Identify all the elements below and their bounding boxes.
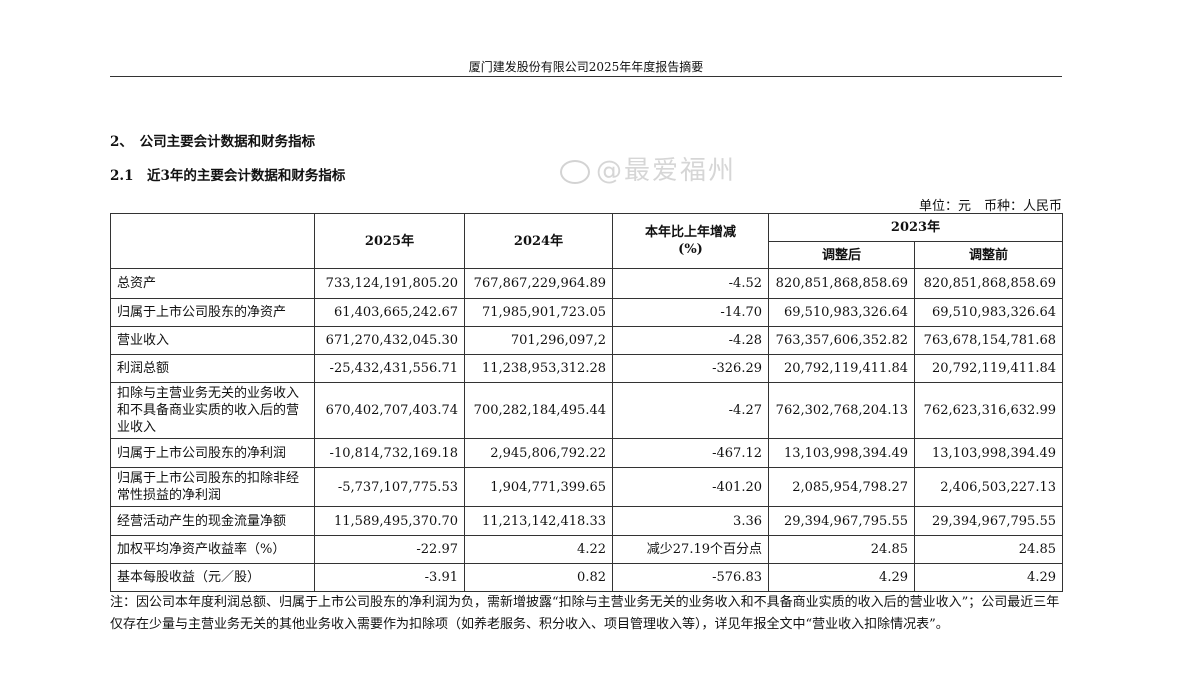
value-2025: 671,270,432,045.30 — [314, 326, 465, 355]
value-change: -4.52 — [612, 268, 769, 299]
value-2023-before: 762,623,316,632.99 — [914, 382, 1063, 439]
value-2025: 670,402,707,403.74 — [314, 382, 465, 439]
value-change: -467.12 — [612, 438, 769, 468]
value-2024: 4.22 — [464, 535, 613, 564]
value-2024: 767,867,229,964.89 — [464, 268, 613, 299]
row-label: 归属于上市公司股东的净利润 — [110, 438, 315, 468]
table-row: 扣除与主营业务无关的业务收入和不具备商业实质的收入后的营业收入 670,402,7… — [110, 382, 1063, 439]
value-2025: 733,124,191,805.20 — [314, 268, 465, 299]
value-2023-adjusted: 763,357,606,352.82 — [768, 326, 915, 355]
table-row: 利润总额 -25,432,431,556.71 11,238,953,312.28-… — [110, 354, 1063, 383]
value-2025: -22.97 — [314, 535, 465, 564]
unit-label: 单位：元 币种：人民币 — [918, 199, 1062, 214]
value-2023-before: 2,406,503,227.13 — [914, 467, 1063, 507]
value-2025: 11,589,495,370.70 — [314, 506, 465, 536]
value-2024: 0.82 — [464, 563, 613, 592]
watermark: @最爱福州 — [560, 150, 736, 187]
row-label: 归属于上市公司股东的净资产 — [110, 298, 315, 327]
value-2023-before: 69,510,983,326.64 — [914, 298, 1063, 327]
value-2025: -10,814,732,169.18 — [314, 438, 465, 468]
value-2023-adjusted: 29,394,967,795.55 — [768, 506, 915, 536]
row-label: 归属于上市公司股东的扣除非经常性损益的净利润 — [110, 467, 315, 507]
value-2023-adjusted: 69,510,983,326.64 — [768, 298, 915, 327]
value-2024: 701,296,097,2 — [464, 326, 613, 355]
value-2023-before: 20,792,119,411.84 — [914, 354, 1063, 383]
table-row: 基本每股收益（元／股） -3.91 0.82 -576.83 4.29 4.29 — [110, 563, 1063, 592]
subsection-heading: 2.1 近3年的主要会计数据和财务指标 — [110, 168, 346, 184]
value-2024: 71,985,901,723.05 — [464, 298, 613, 327]
value-2024: 11,213,142,418.33 — [464, 506, 613, 536]
value-change: 3.36 — [612, 506, 769, 536]
table-row: 营业收入 671,270,432,045.30 701,296,097,2 -4.28… — [110, 326, 1063, 355]
header-divider — [110, 76, 1062, 77]
col-adjusted: 调整后 — [768, 241, 915, 269]
table-row: 归属于上市公司股东的净资产 61,403,665,242.67 71,985,901… — [110, 298, 1063, 327]
value-2023-adjusted: 13,103,998,394.49 — [768, 438, 915, 468]
table-row: 归属于上市公司股东的净利润 -10,814,732,169.18 2,945,806… — [110, 438, 1063, 468]
value-2023-before: 4.29 — [914, 563, 1063, 592]
value-2025: -25,432,431,556.71 — [314, 354, 465, 383]
value-2025: 61,403,665,242.67 — [314, 298, 465, 327]
value-2023-before: 29,394,967,795.55 — [914, 506, 1063, 536]
value-2023-before: 13,103,998,394.49 — [914, 438, 1063, 468]
col-2024: 2024年 — [464, 213, 613, 269]
col-2025: 2025年 — [314, 213, 465, 269]
watermark-text: @最爱福州 — [596, 156, 737, 186]
weibo-logo-icon — [560, 159, 590, 184]
page-header: 厦门建发股份有限公司2025年年度报告摘要 — [468, 60, 704, 74]
value-2023-before: 24.85 — [914, 535, 1063, 564]
table-row: 归属于上市公司股东的扣除非经常性损益的净利润 -5,737,107,775.53 1… — [110, 467, 1063, 507]
value-change: -576.83 — [612, 563, 769, 592]
value-2023-adjusted: 20,792,119,411.84 — [768, 354, 915, 383]
value-2023-adjusted: 2,085,954,798.27 — [768, 467, 915, 507]
value-change: -14.70 — [612, 298, 769, 327]
col-change: 本年比上年增减(%) — [612, 213, 769, 269]
value-change: -326.29 — [612, 354, 769, 383]
row-label: 基本每股收益（元／股） — [110, 563, 315, 592]
financial-table: 2025年 2024年 本年比上年增减(%) 2023年 调整后 调整前 总资产… — [110, 213, 1063, 592]
value-2023-adjusted: 4.29 — [768, 563, 915, 592]
value-2025: -3.91 — [314, 563, 465, 592]
table-row: 经营活动产生的现金流量净额 11,589,495,370.70 11,213,142… — [110, 506, 1063, 536]
section-heading: 2、 公司主要会计数据和财务指标 — [110, 134, 316, 150]
col-before: 调整前 — [914, 241, 1063, 269]
value-2025: -5,737,107,775.53 — [314, 467, 465, 507]
header-blank — [110, 213, 315, 269]
col-2023: 2023年 — [768, 213, 1063, 242]
row-label: 扣除与主营业务无关的业务收入和不具备商业实质的收入后的营业收入 — [110, 382, 315, 439]
value-2024: 11,238,953,312.28 — [464, 354, 613, 383]
value-2023-adjusted: 762,302,768,204.13 — [768, 382, 915, 439]
value-2023-before: 763,678,154,781.68 — [914, 326, 1063, 355]
value-change: 减少27.19个百分点 — [612, 535, 769, 564]
row-label: 营业收入 — [110, 326, 315, 355]
row-label: 利润总额 — [110, 354, 315, 383]
row-label: 加权平均净资产收益率（%） — [110, 535, 315, 564]
value-change: -401.20 — [612, 467, 769, 507]
value-2023-before: 820,851,868,858.69 — [914, 268, 1063, 299]
table-row: 加权平均净资产收益率（%） -22.97 4.22 减少27.19个百分点 24.85 2… — [110, 535, 1063, 564]
value-2024: 700,282,184,495.44 — [464, 382, 613, 439]
value-2024: 2,945,806,792.22 — [464, 438, 613, 468]
value-2023-adjusted: 24.85 — [768, 535, 915, 564]
value-change: -4.27 — [612, 382, 769, 439]
value-2023-adjusted: 820,851,868,858.69 — [768, 268, 915, 299]
value-2024: 1,904,771,399.65 — [464, 467, 613, 507]
value-change: -4.28 — [612, 326, 769, 355]
table-note: 注：因公司本年度利润总额、归属于上市公司股东的净利润为负，需新增披露“扣除与主营… — [110, 595, 1060, 632]
row-label: 经营活动产生的现金流量净额 — [110, 506, 315, 536]
row-label: 总资产 — [110, 268, 315, 299]
table-row: 总资产 733,124,191,805.20 767,867,229,964.89-… — [110, 268, 1063, 299]
